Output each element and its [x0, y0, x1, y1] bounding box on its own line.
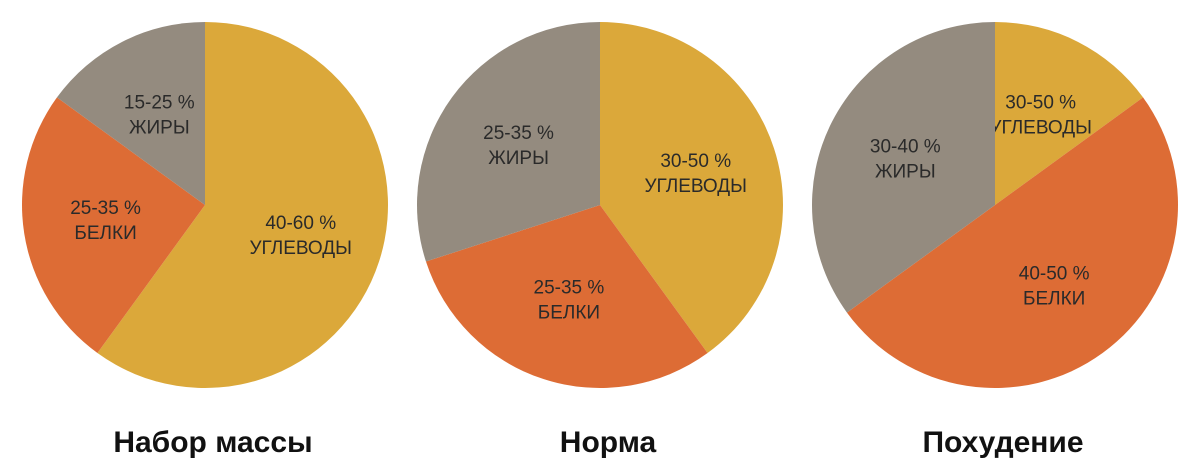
chart-title: Набор массы — [113, 426, 312, 459]
pie-slice — [995, 22, 1144, 205]
slice-range: 40-50 % — [1019, 263, 1090, 284]
slice-label: БЕЛКИ — [74, 223, 136, 244]
slice-label: БЕЛКИ — [538, 303, 600, 324]
slice-range: 25-35 % — [534, 278, 605, 299]
slice-label: ЖИРЫ — [129, 117, 190, 138]
slice-label: БЕЛКИ — [1023, 288, 1085, 309]
chart-title: Норма — [560, 426, 657, 459]
pie-slice — [97, 22, 389, 388]
pie-slice — [22, 97, 205, 354]
slice-label: ЖИРЫ — [875, 161, 936, 182]
slice-range: 40-60 % — [265, 213, 336, 234]
pie-slice — [812, 21, 995, 313]
slice-range: 30-50 % — [1005, 92, 1076, 113]
slice-label: УГЛЕВОДЫ — [644, 176, 747, 197]
pie-slice — [600, 22, 783, 354]
slice-range: 25-35 % — [483, 123, 554, 144]
chart-title: Похудение — [922, 426, 1083, 459]
slice-range: 30-40 % — [870, 136, 941, 157]
slice-label: ЖИРЫ — [488, 148, 549, 169]
pie-slice — [417, 22, 600, 262]
pie-slice — [425, 205, 708, 388]
slice-label: УГЛЕВОДЫ — [989, 117, 1092, 138]
pie-slice — [56, 22, 205, 205]
slice-range: 30-50 % — [660, 151, 731, 172]
slice-label: УГЛЕВОДЫ — [249, 238, 352, 259]
slice-range: 25-35 % — [70, 198, 141, 219]
pie-slice — [846, 97, 1179, 389]
slice-range: 15-25 % — [124, 92, 195, 113]
